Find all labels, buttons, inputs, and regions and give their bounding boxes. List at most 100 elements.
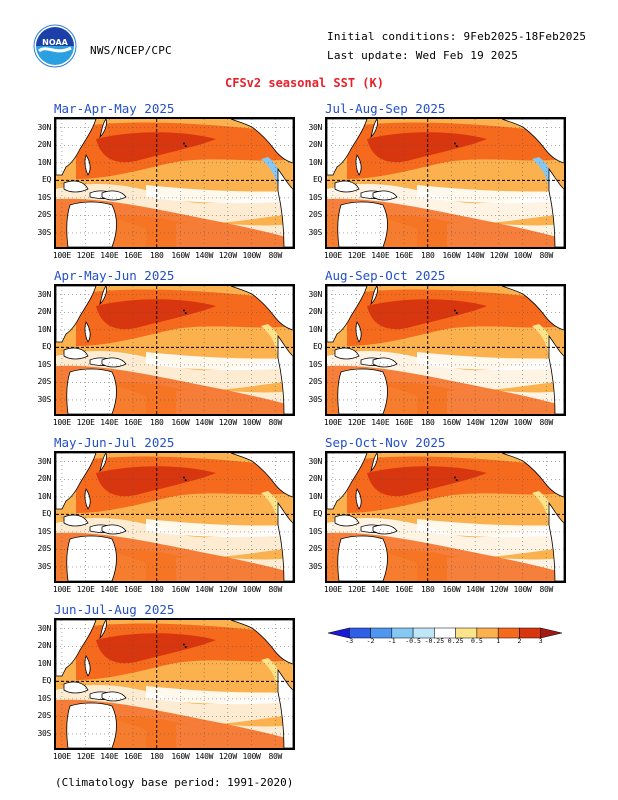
panel-title: Jun-Jul-Aug 2025 — [54, 602, 175, 617]
x-tick-label: 140W — [466, 585, 485, 594]
land-mass — [56, 286, 97, 343]
panel-title: May-Jun-Jul 2025 — [54, 435, 175, 450]
strong-warm-anomaly-region — [96, 132, 216, 163]
land-mass — [327, 286, 368, 343]
sst-anomaly-map — [54, 117, 295, 249]
hawaii-island — [455, 145, 458, 148]
y-tick-label: 30S — [308, 227, 322, 237]
land-mass — [501, 286, 564, 331]
y-tick-label: 20N — [37, 140, 51, 150]
x-tick-label: 180 — [149, 585, 164, 594]
x-tick-label: 160W — [442, 585, 461, 594]
y-tick-label: EQ — [312, 509, 322, 519]
land-mass — [99, 286, 107, 306]
y-tick-label: EQ — [41, 676, 51, 686]
land-mass — [337, 535, 388, 581]
land-mass — [230, 620, 293, 665]
y-tick-label: 10S — [308, 359, 322, 369]
x-tick-label: 140E — [371, 418, 390, 427]
land-mass — [63, 180, 89, 193]
land-mass — [66, 201, 117, 247]
y-tick-label: 10S — [37, 192, 51, 202]
y-tick-label: 20N — [308, 307, 322, 317]
strong-warm-anomaly-region — [367, 466, 487, 497]
strong-warm-anomaly-region — [96, 466, 216, 497]
land-mass — [63, 514, 89, 527]
x-tick-label: 120E — [76, 585, 95, 594]
map-canvas — [56, 119, 293, 247]
hawaii-island — [182, 142, 185, 145]
x-tick-label: 140W — [195, 418, 214, 427]
climatology-footnote: (Climatology base period: 1991-2020) — [55, 776, 294, 789]
y-tick-label: 10S — [37, 359, 51, 369]
land-mass — [99, 119, 107, 139]
x-tick-label: 100W — [242, 585, 261, 594]
land-mass — [501, 119, 564, 164]
x-tick-label: 100W — [513, 251, 532, 260]
noaa-logo-text: NOAA — [42, 38, 68, 47]
land-mass — [66, 368, 117, 414]
x-tick-label: 160W — [442, 418, 461, 427]
land-mass — [63, 681, 89, 694]
y-tick-label: 10S — [308, 526, 322, 536]
x-tick-label: 180 — [149, 752, 164, 761]
x-tick-label: 80W — [268, 418, 282, 427]
x-tick-label: 100E — [52, 251, 71, 260]
land-mass — [355, 321, 362, 343]
hawaii-island — [453, 309, 456, 312]
x-tick-label: 120W — [218, 752, 237, 761]
x-tick-label: 180 — [420, 251, 435, 260]
x-tick-label: 120W — [218, 418, 237, 427]
panel-title: Apr-May-Jun 2025 — [54, 268, 175, 283]
last-update-text: Last update: Wed Feb 19 2025 — [327, 49, 519, 62]
y-tick-label: EQ — [41, 509, 51, 519]
panel-title: Jul-Aug-Sep 2025 — [325, 101, 446, 116]
x-tick-label: 120W — [489, 418, 508, 427]
x-tick-label: 160E — [394, 418, 414, 427]
x-tick-label: 140W — [195, 251, 214, 260]
x-tick-label: 120W — [489, 585, 508, 594]
y-tick-label: 20S — [37, 210, 51, 220]
land-mass — [277, 501, 293, 581]
x-tick-label: 140E — [100, 418, 119, 427]
y-tick-label: 30N — [37, 456, 51, 466]
y-tick-label: EQ — [312, 342, 322, 352]
x-tick-label: 180 — [420, 585, 435, 594]
land-mass — [99, 620, 107, 640]
hawaii-island — [453, 142, 456, 145]
map-canvas — [56, 453, 293, 581]
sst-anomaly-map — [325, 451, 566, 583]
panel-title: Sep-Oct-Nov 2025 — [325, 435, 446, 450]
y-tick-label: 30S — [308, 394, 322, 404]
map-canvas — [327, 453, 564, 581]
land-mass — [84, 655, 91, 677]
x-tick-label: 120W — [218, 251, 237, 260]
y-tick-label: 30N — [37, 289, 51, 299]
legend-tick-label: -3 — [345, 637, 354, 645]
legend-tick-label: 3 — [538, 637, 543, 645]
land-mass — [99, 453, 107, 473]
x-tick-label: 140E — [371, 585, 390, 594]
land-mass — [337, 201, 388, 247]
x-tick-label: 80W — [539, 585, 553, 594]
land-mass — [56, 119, 97, 176]
y-tick-label: EQ — [41, 342, 51, 352]
y-tick-label: 10N — [308, 157, 322, 167]
sst-anomaly-map — [54, 451, 295, 583]
x-tick-label: 180 — [149, 251, 164, 260]
land-mass — [66, 702, 117, 748]
x-tick-label: 160W — [442, 251, 461, 260]
land-mass — [277, 167, 293, 247]
land-mass — [334, 347, 360, 360]
hawaii-island — [453, 476, 456, 479]
y-tick-label: 10N — [37, 491, 51, 501]
x-tick-label: 180 — [420, 418, 435, 427]
land-mass — [548, 334, 564, 414]
x-tick-label: 80W — [268, 585, 282, 594]
legend-tick-label: -0.25 — [424, 637, 445, 645]
x-tick-label: 160W — [171, 585, 190, 594]
land-mass — [548, 167, 564, 247]
land-mass — [277, 334, 293, 414]
x-tick-label: 140E — [100, 752, 119, 761]
y-tick-label: 30S — [37, 561, 51, 571]
